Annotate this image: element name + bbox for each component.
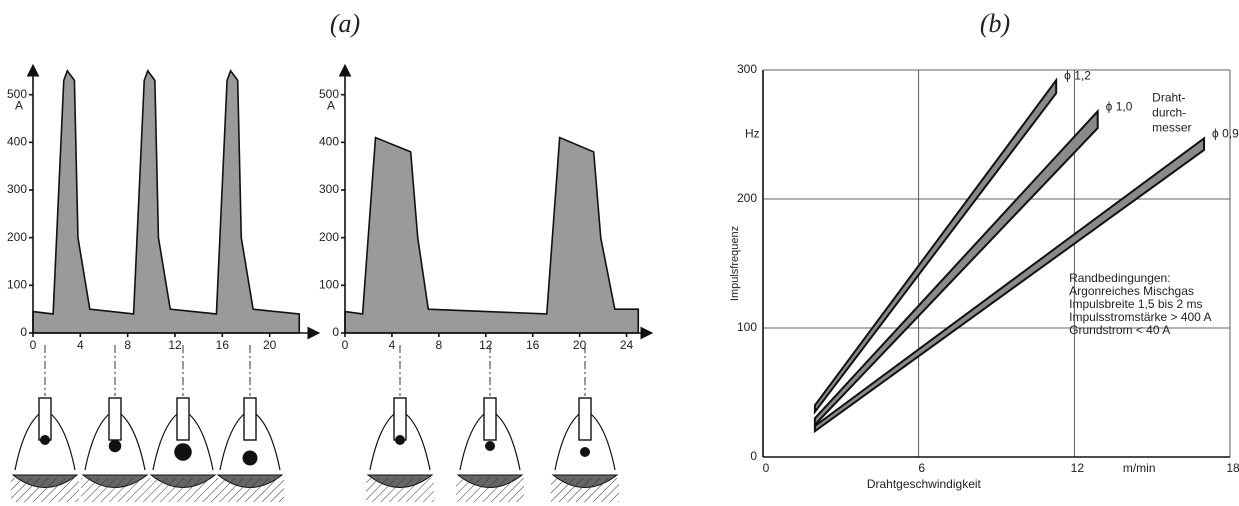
- x-tick-label: 12: [1071, 461, 1085, 475]
- x-tick-label: 16: [216, 338, 230, 352]
- x-tick-label: 6: [918, 461, 925, 475]
- band: [815, 80, 1056, 412]
- y-tick-label: 200: [319, 230, 339, 244]
- panel-label: (a): [330, 9, 360, 38]
- x-tick-label: 0: [342, 338, 349, 352]
- note: Impulsbreite 1,5 bis 2 ms: [1069, 297, 1202, 311]
- droplet: [109, 440, 122, 453]
- x-tick-label: 16: [526, 338, 540, 352]
- droplet: [174, 443, 192, 461]
- area: [345, 138, 638, 333]
- note: Randbedingungen:: [1069, 271, 1170, 285]
- y-tick-label: 100: [319, 278, 339, 292]
- y-unit: A: [15, 98, 23, 112]
- y-axis-label: Impulsfrequenz: [729, 226, 741, 301]
- droplet: [485, 441, 495, 451]
- x-tick-label: 8: [436, 338, 443, 352]
- series-label: ϕ 0,9: [1212, 127, 1239, 141]
- droplet: [580, 447, 590, 457]
- x-tick-label: 20: [263, 338, 277, 352]
- y-tick-label: 0: [20, 325, 27, 339]
- y-tick-label: 400: [7, 135, 27, 149]
- droplet: [395, 435, 405, 445]
- electrode: [484, 398, 496, 440]
- y-tick-label: 400: [319, 135, 339, 149]
- legend-title: Draht-: [1152, 91, 1185, 105]
- y-tick-label: 300: [319, 182, 339, 196]
- note: Argonreiches Mischgas: [1069, 284, 1194, 298]
- note: Impulsstromstärke > 400 A: [1069, 310, 1211, 324]
- y-tick-label: 300: [737, 62, 757, 76]
- x-tick-label: 18: [1226, 461, 1239, 475]
- x-tick-label: 4: [389, 338, 396, 352]
- x-tick-label: 0: [763, 461, 770, 475]
- electrode: [579, 398, 591, 440]
- y-unit: Hz: [745, 127, 760, 141]
- x-unit: m/min: [1123, 461, 1156, 475]
- y-tick-label: 100: [7, 278, 27, 292]
- workpiece: [149, 478, 217, 502]
- x-tick-label: 12: [168, 338, 182, 352]
- legend-title: messer: [1152, 121, 1191, 135]
- y-tick-label: 300: [7, 182, 27, 196]
- figure: (a) (b) 0100200300400500048121620A010020…: [0, 0, 1239, 506]
- x-tick-label: 0: [30, 338, 37, 352]
- note: Grundstrom < 40 A: [1069, 323, 1170, 337]
- workpiece: [81, 478, 149, 502]
- x-tick-label: 24: [620, 338, 634, 352]
- y-tick-label: 0: [332, 325, 339, 339]
- panel-label: (b): [980, 9, 1010, 38]
- x-tick-label: 8: [124, 338, 131, 352]
- y-tick-label: 0: [750, 449, 757, 463]
- workpiece: [551, 478, 619, 502]
- area: [33, 71, 299, 333]
- droplet: [40, 435, 50, 445]
- electrode: [394, 398, 406, 440]
- x-axis-label: Drahtgeschwindigkeit: [867, 477, 982, 491]
- droplet: [243, 451, 258, 466]
- workpiece: [11, 478, 79, 502]
- x-tick-label: 12: [479, 338, 493, 352]
- electrode: [244, 398, 256, 440]
- series-label: ϕ 1,2: [1064, 68, 1091, 82]
- electrode: [177, 398, 189, 440]
- y-tick-label: 200: [737, 191, 757, 205]
- workpiece: [216, 478, 284, 502]
- workpiece: [366, 478, 434, 502]
- legend-title: durch-: [1152, 106, 1186, 120]
- y-tick-label: 200: [7, 230, 27, 244]
- electrode: [39, 398, 51, 440]
- band: [815, 111, 1098, 424]
- x-tick-label: 4: [77, 338, 84, 352]
- electrode: [109, 398, 121, 440]
- workpiece: [456, 478, 524, 502]
- y-tick-label: 100: [737, 320, 757, 334]
- y-unit: A: [327, 98, 335, 112]
- series-label: ϕ 1,0: [1106, 99, 1133, 113]
